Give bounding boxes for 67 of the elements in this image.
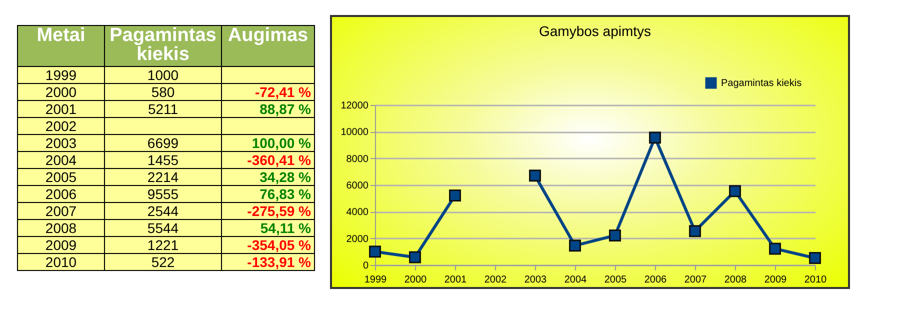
y-axis-title: Metai [18, 25, 104, 66]
x-tick-label: 2003 [524, 274, 548, 286]
point [689, 225, 701, 238]
y-tick-label: 2006 [18, 186, 104, 202]
y-tick-label: 4000 [346, 207, 369, 218]
data-label: -72,41 % [222, 84, 314, 100]
y-tick-label: 2000 [346, 234, 369, 245]
data-label: 580 [104, 84, 222, 100]
data-label: -133,91 % [222, 254, 314, 270]
data-label: 5544 [104, 220, 222, 236]
data-label: 9555 [104, 186, 222, 202]
data-label: 76,83 % [222, 186, 314, 202]
data-label: 88,87 % [222, 100, 314, 118]
x-tick-label: 2010 [804, 274, 828, 286]
x-tick-label: 2006 [644, 274, 668, 286]
x-tick-label: 2001 [444, 274, 468, 286]
data-label: 100,00 % [222, 134, 314, 152]
point [649, 132, 661, 144]
x-tick-label: 2000 [404, 274, 428, 286]
data-label: -275,59 % [222, 202, 314, 220]
data-label: 1455 [104, 152, 222, 168]
x-tick-label: 2009 [764, 274, 788, 286]
x-tick-label: 2004 [564, 274, 588, 286]
point [769, 242, 781, 255]
y-tick-label: 2004 [18, 152, 104, 168]
y-tick-label: 6000 [346, 180, 369, 192]
data-label: -354,05 % [222, 236, 314, 254]
y-tick-label: 12000 [340, 100, 369, 112]
x-tick-label: 2005 [604, 274, 628, 286]
point [729, 185, 741, 198]
y-tick-label: 2010 [18, 254, 104, 270]
data-label: 2214 [104, 168, 222, 186]
y-tick-label: 2005 [18, 168, 104, 186]
legend-label: Pagamintas kiekis [721, 78, 802, 89]
data-label: 1221 [104, 236, 222, 254]
y-tick-label: 2001 [18, 100, 104, 118]
point [809, 252, 821, 264]
y-tick-label: 2007 [18, 202, 104, 220]
point [369, 246, 381, 258]
x-tick-label: 1999 [364, 274, 388, 286]
point [609, 229, 621, 242]
x-tick-label: 2008 [724, 274, 748, 286]
data-label: 522 [104, 254, 222, 270]
y-tick-label: 0 [362, 260, 369, 272]
y-tick-label: 8000 [346, 154, 369, 165]
point [409, 251, 421, 264]
y-tick-label: 10000 [340, 127, 369, 138]
x-tick-label: Augimas [222, 25, 314, 66]
y-tick-label: 2008 [18, 220, 104, 236]
y-tick-label: 2000 [18, 84, 104, 100]
y-tick-label: 2003 [18, 134, 104, 152]
data-label: 5211 [104, 100, 222, 118]
data-label: 34,28 % [222, 168, 314, 186]
point [569, 240, 581, 252]
data-label: 2544 [104, 202, 222, 220]
chart-title: Gamybos apimtys [538, 23, 652, 39]
data-label: 6699 [104, 134, 222, 152]
point [449, 190, 461, 202]
x-tick-label: 2007 [684, 274, 708, 286]
y-tick-label: 2002 [18, 118, 104, 134]
y-tick-label: 2009 [18, 236, 104, 254]
data-label: 1000 [104, 66, 222, 84]
y-tick-label: 1999 [18, 66, 104, 84]
point [529, 170, 541, 182]
data-label: 54,11 % [222, 220, 314, 236]
x-tick-label: 2002 [484, 274, 508, 286]
data-label: -360,41 % [222, 152, 314, 168]
